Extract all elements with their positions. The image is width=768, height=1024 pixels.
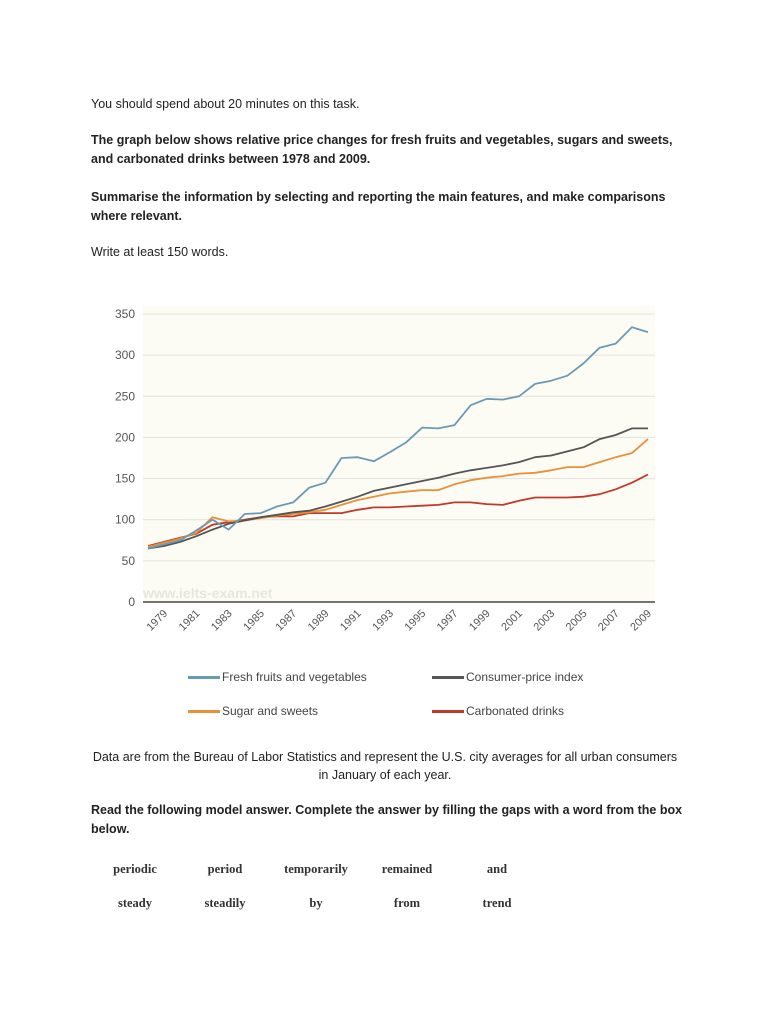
legend-swatch xyxy=(432,675,464,679)
source-note-line2: in January of each year. xyxy=(318,768,452,782)
word-count-instruction: Write at least 150 words. xyxy=(91,245,229,259)
x-tick-label: 2007 xyxy=(596,608,622,634)
x-tick-label: 1981 xyxy=(177,608,203,634)
series-line-fresh-fruits-and-vegetables xyxy=(147,326,649,550)
legend-label: Fresh fruits and vegetables xyxy=(222,670,367,684)
word-option: trend xyxy=(482,896,512,910)
y-tick-label: 150 xyxy=(115,472,135,486)
watermark: www.ielts-exam.net xyxy=(142,585,273,601)
y-tick-label: 300 xyxy=(115,348,135,362)
x-tick-label: 1991 xyxy=(338,608,364,634)
legend-swatch xyxy=(188,709,220,713)
series-line-sugar-and-sweets xyxy=(147,438,649,548)
exercise-prompt: Read the following model answer. Complet… xyxy=(91,803,683,836)
line-chart: 050100150200250300350www.ielts-exam.net1… xyxy=(115,306,655,634)
x-tick-label: 2001 xyxy=(499,608,525,634)
word-option: period xyxy=(207,862,243,876)
source-note-line1: Data are from the Bureau of Labor Statis… xyxy=(92,750,678,764)
legend-item: Consumer-price index xyxy=(432,670,583,684)
x-tick-label: 2005 xyxy=(564,608,590,634)
plot-area xyxy=(143,306,655,602)
y-tick-label: 250 xyxy=(115,389,135,403)
word-option: periodic xyxy=(113,862,157,876)
x-tick-label: 1985 xyxy=(241,608,267,634)
word-option: steady xyxy=(117,896,153,910)
legend-item: Sugar and sweets xyxy=(188,704,318,718)
word-option: from xyxy=(393,896,421,910)
word-option: and xyxy=(486,862,508,876)
legend-swatch xyxy=(432,709,464,713)
word-option: steadily xyxy=(204,896,246,910)
legend-item: Carbonated drinks xyxy=(432,704,564,718)
y-tick-label: 350 xyxy=(115,307,135,321)
legend-label: Carbonated drinks xyxy=(466,704,565,718)
x-tick-label: 1995 xyxy=(403,608,429,634)
legend-item: Fresh fruits and vegetables xyxy=(188,670,367,684)
word-option: by xyxy=(309,896,323,910)
word-option: remained xyxy=(381,862,433,876)
x-tick-label: 1999 xyxy=(467,608,493,634)
task-description: The graph below shows relative price cha… xyxy=(91,133,673,166)
summarise-instruction: Summarise the information by selecting a… xyxy=(91,190,666,223)
x-tick-label: 2003 xyxy=(532,608,558,634)
x-tick-label: 1997 xyxy=(435,608,461,634)
y-tick-label: 100 xyxy=(115,513,135,527)
legend-label: Sugar and sweets xyxy=(222,704,319,718)
series-line-consumer-price-index xyxy=(147,427,648,550)
x-tick-label: 1987 xyxy=(273,608,299,634)
time-instruction: You should spend about 20 minutes on thi… xyxy=(91,97,360,111)
y-tick-label: 0 xyxy=(128,595,135,609)
legend-label: Consumer-price index xyxy=(466,670,584,684)
x-tick-label: 1983 xyxy=(209,608,235,634)
x-tick-label: 1993 xyxy=(370,608,396,634)
x-tick-label: 1989 xyxy=(306,608,332,634)
x-tick-label: 2009 xyxy=(628,608,654,634)
word-option: temporarily xyxy=(284,862,348,876)
x-tick-label: 1979 xyxy=(144,608,170,634)
y-tick-label: 200 xyxy=(115,430,135,444)
y-tick-label: 50 xyxy=(122,554,136,568)
legend-swatch xyxy=(188,675,220,679)
